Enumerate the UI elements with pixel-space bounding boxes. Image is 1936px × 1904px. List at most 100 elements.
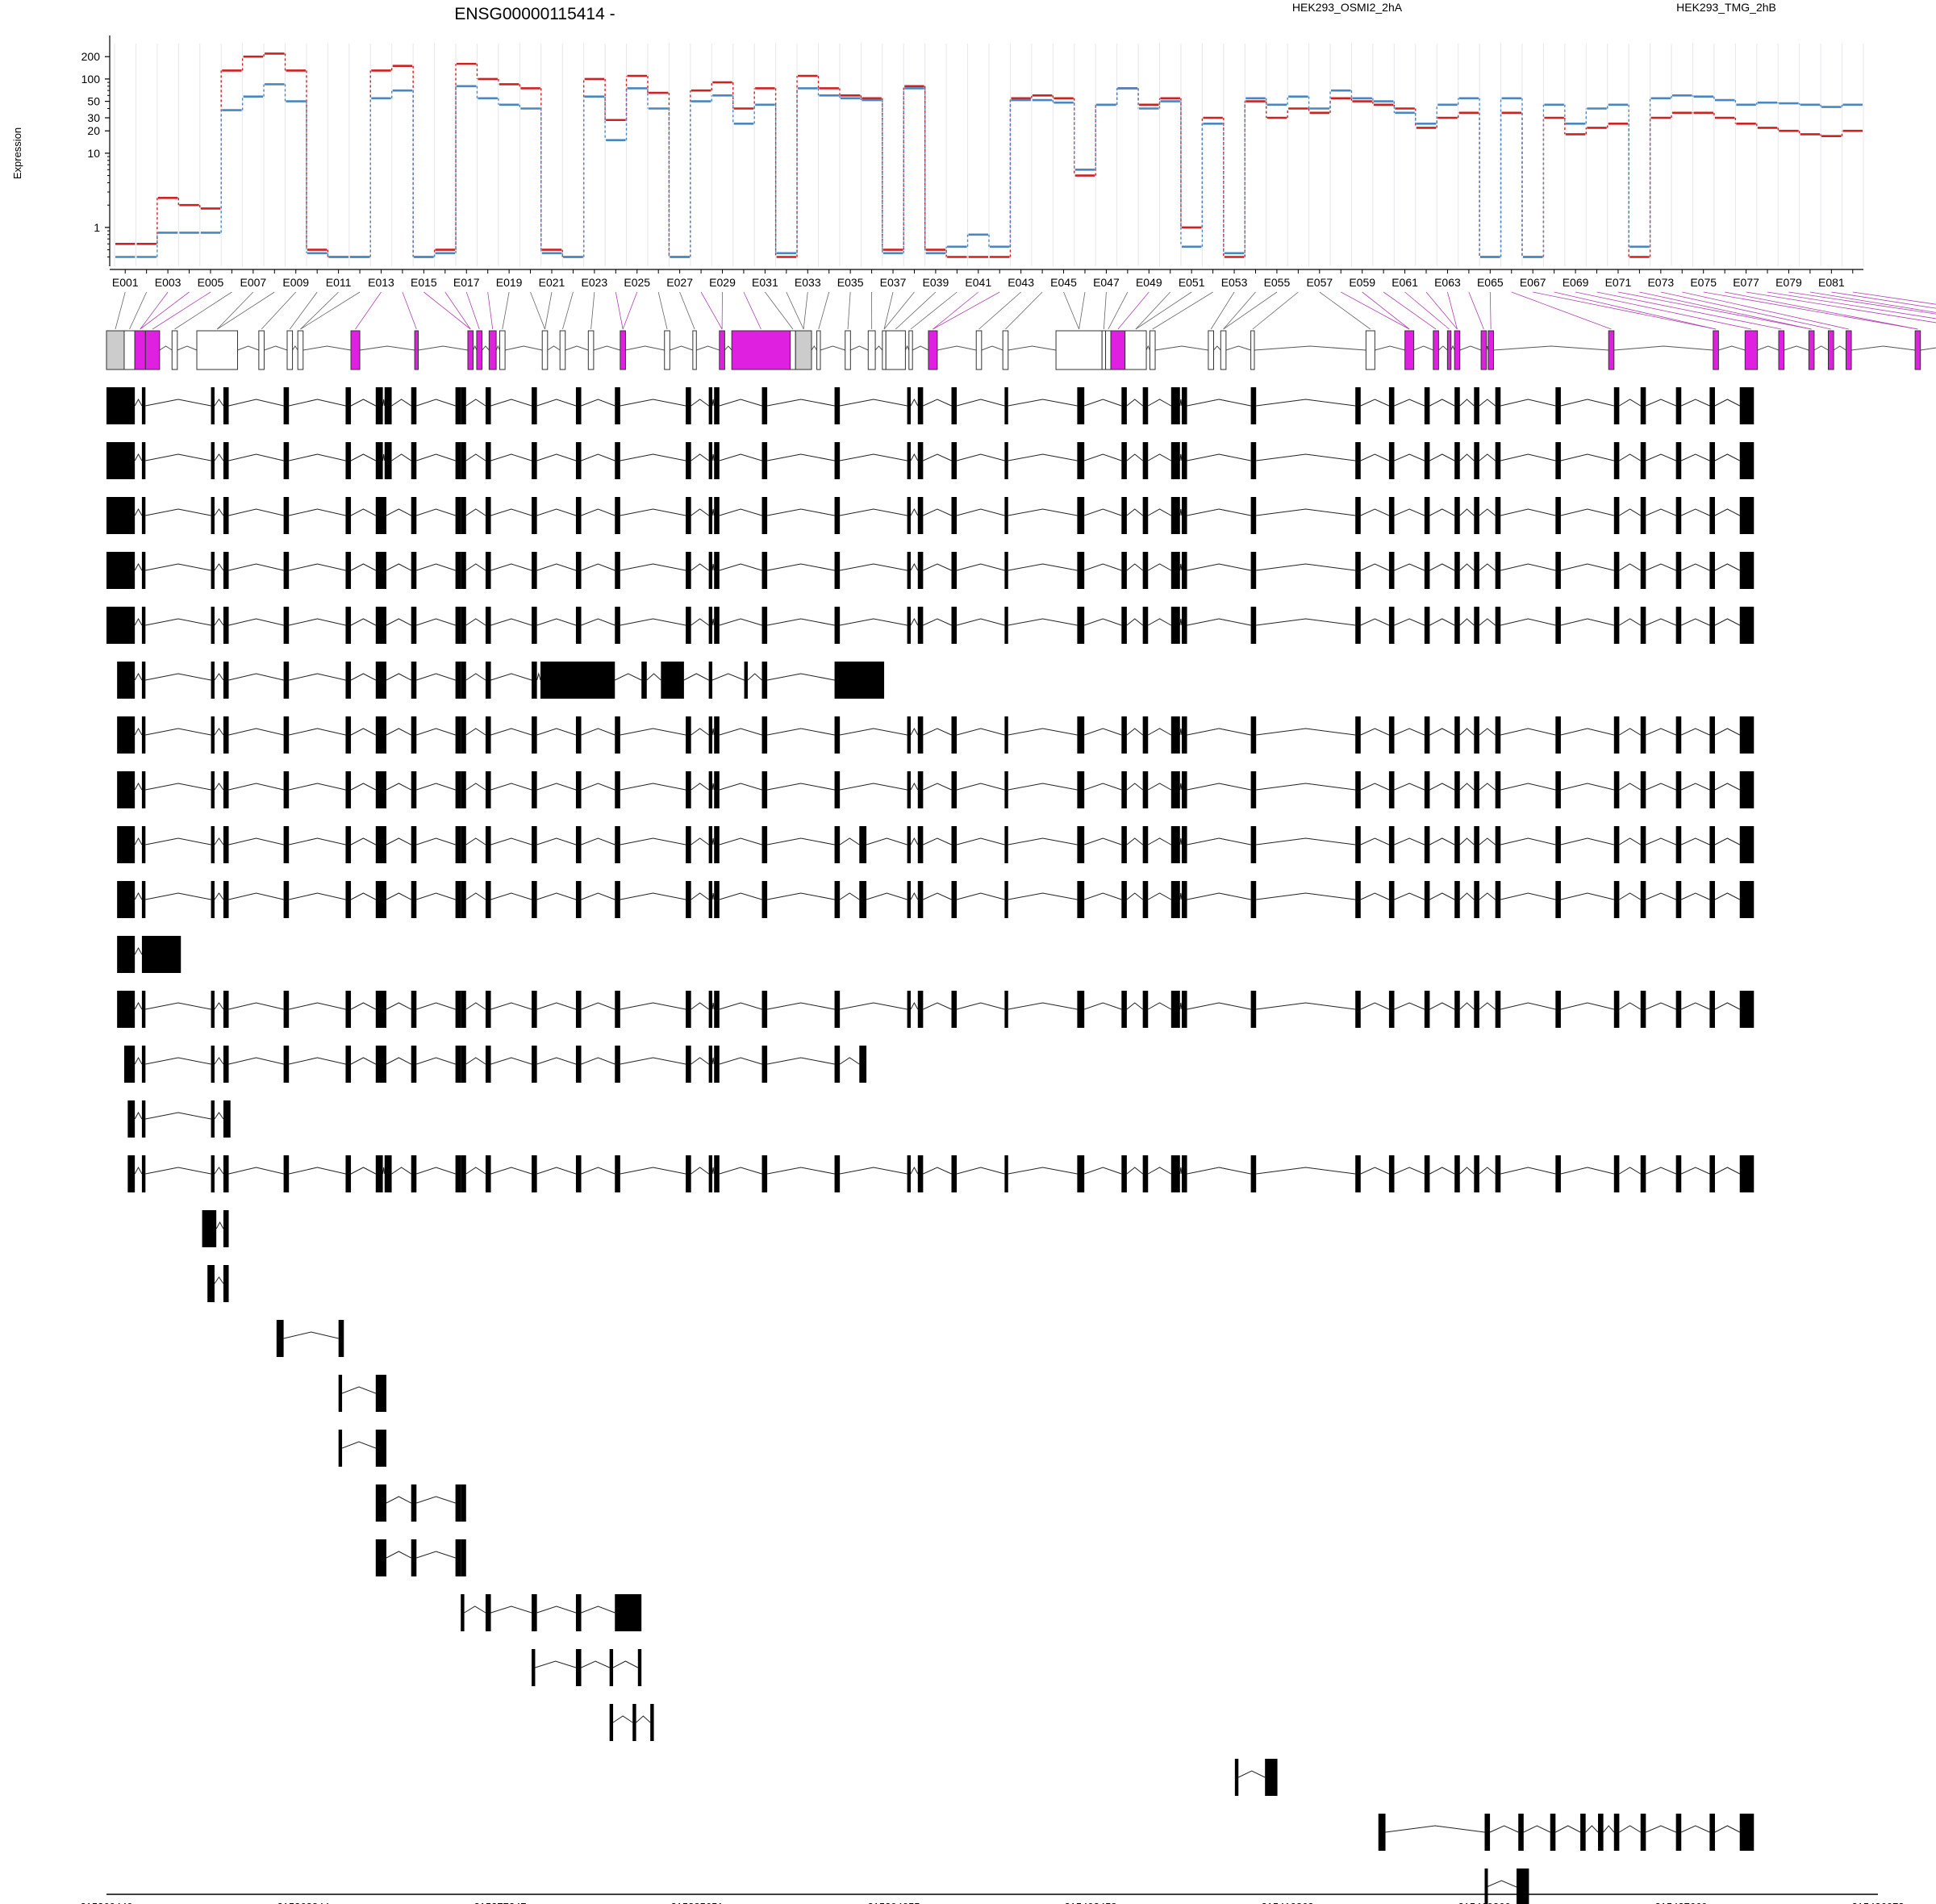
- transcript-intron: [1619, 892, 1641, 900]
- transcript-exon: [1495, 881, 1501, 918]
- transcript-exon: [345, 442, 352, 479]
- exon-connector: [1489, 291, 1492, 330]
- transcript-intron: [840, 1167, 908, 1175]
- transcript-intron: [1646, 728, 1676, 736]
- transcript-exon: [834, 497, 841, 534]
- transcript-exon: [411, 1046, 417, 1083]
- transcript-intron: [840, 1002, 908, 1010]
- gene-exon: [692, 330, 697, 370]
- transcript-exon: [211, 991, 215, 1028]
- transcript-exon: [686, 881, 691, 918]
- transcript-exon: [532, 607, 537, 644]
- transcript-intron: [145, 1057, 211, 1065]
- transcript-intron: [464, 1605, 486, 1614]
- transcript-intron: [145, 1002, 211, 1010]
- transcript-exon: [907, 607, 911, 644]
- transcript-intron: [1429, 837, 1455, 846]
- transcript-intron: [1187, 508, 1251, 516]
- gene-exon: [1608, 330, 1615, 370]
- transcript-exon: [1555, 497, 1561, 534]
- transcript-intron: [691, 618, 709, 626]
- transcript-intron: [1179, 783, 1183, 791]
- transcript-exon: [1181, 497, 1187, 534]
- transcript-exon: [461, 991, 466, 1028]
- transcript-intron: [1148, 892, 1172, 900]
- transcript-intron: [620, 453, 686, 461]
- transcript-exon: [1181, 552, 1187, 589]
- transcript-exon: [1474, 442, 1479, 479]
- transcript-exon: [1121, 991, 1127, 1028]
- transcript-exon: [532, 387, 537, 424]
- transcript-exon: [345, 881, 352, 918]
- transcript-exon: [1675, 771, 1682, 808]
- transcript-exon: [1613, 881, 1620, 918]
- transcript-exon: [1739, 1814, 1754, 1851]
- transcript-intron: [1681, 892, 1710, 900]
- transcript-exon: [1077, 497, 1085, 534]
- transcript-exon: [1004, 497, 1008, 534]
- exon-connector: [933, 291, 979, 330]
- transcript-intron: [1500, 399, 1556, 407]
- transcript-track: [127, 1155, 1754, 1192]
- transcript-intron: [1360, 1167, 1390, 1175]
- transcript-exon: [1175, 497, 1180, 534]
- exon-connector: [615, 291, 624, 330]
- transcript-intron: [214, 1002, 224, 1010]
- exon-connector: [1767, 291, 1936, 319]
- transcript-exon: [834, 1046, 841, 1083]
- transcript-intron: [289, 728, 346, 736]
- transcript-intron: [1148, 837, 1172, 846]
- transcript-exon: [1474, 716, 1479, 754]
- transcript-exon: [1004, 387, 1008, 424]
- transcript-intron: [767, 1057, 835, 1065]
- gene-exon: [1713, 330, 1719, 370]
- exon-connectors: [115, 291, 1936, 330]
- transcript-exon: [1709, 826, 1715, 863]
- transcript-exon: [345, 607, 352, 644]
- transcript-intron: [1429, 618, 1455, 626]
- transcript-exon: [1640, 1155, 1646, 1192]
- transcript-exon: [761, 607, 768, 644]
- transcript-exon: [615, 387, 620, 424]
- transcript-exon: [1709, 497, 1715, 534]
- transcript-exon: [211, 662, 215, 699]
- transcript-intron: [1429, 453, 1455, 461]
- transcript-intron: [767, 728, 835, 736]
- transcript-exon: [575, 442, 582, 479]
- transcript-intron: [1394, 892, 1425, 900]
- gene-intron: [912, 345, 929, 351]
- transcript-intron: [416, 673, 456, 681]
- gene-exon: [467, 330, 474, 370]
- transcript-exon: [1454, 442, 1460, 479]
- transcript-intron: [1084, 892, 1122, 900]
- transcript-intron: [1256, 508, 1356, 516]
- gene-exon: [171, 330, 178, 370]
- transcript-exon: [1355, 826, 1361, 863]
- transcript-exon: [859, 1046, 867, 1083]
- gene-intron: [981, 345, 1003, 351]
- transcript-intron: [1714, 1167, 1740, 1175]
- transcript-intron: [228, 563, 284, 571]
- transcript-exon: [1424, 826, 1430, 863]
- transcript-exon: [708, 1155, 713, 1192]
- transcript-intron: [1714, 892, 1740, 900]
- transcript-exon: [575, 497, 582, 534]
- transcript-exon: [1121, 552, 1127, 589]
- transcript-exon: [1077, 771, 1085, 808]
- transcript-intron: [416, 1496, 456, 1504]
- transcript-exon: [1709, 607, 1715, 644]
- transcript-exon: [1170, 881, 1177, 918]
- transcript-intron: [416, 837, 456, 846]
- transcript-intron: [289, 1167, 346, 1175]
- transcript-intron: [465, 453, 486, 461]
- transcript-intron: [1394, 728, 1425, 736]
- transcript-intron: [1603, 1825, 1615, 1833]
- transcript-intron: [1360, 837, 1390, 846]
- transcript-intron: [214, 783, 224, 791]
- transcript-exon: [951, 387, 958, 424]
- transcript-exon: [1142, 991, 1149, 1028]
- exon-connector: [622, 291, 638, 330]
- transcript-exon: [1424, 991, 1430, 1028]
- transcript-intron: [1256, 618, 1356, 626]
- transcript-intron: [145, 673, 211, 681]
